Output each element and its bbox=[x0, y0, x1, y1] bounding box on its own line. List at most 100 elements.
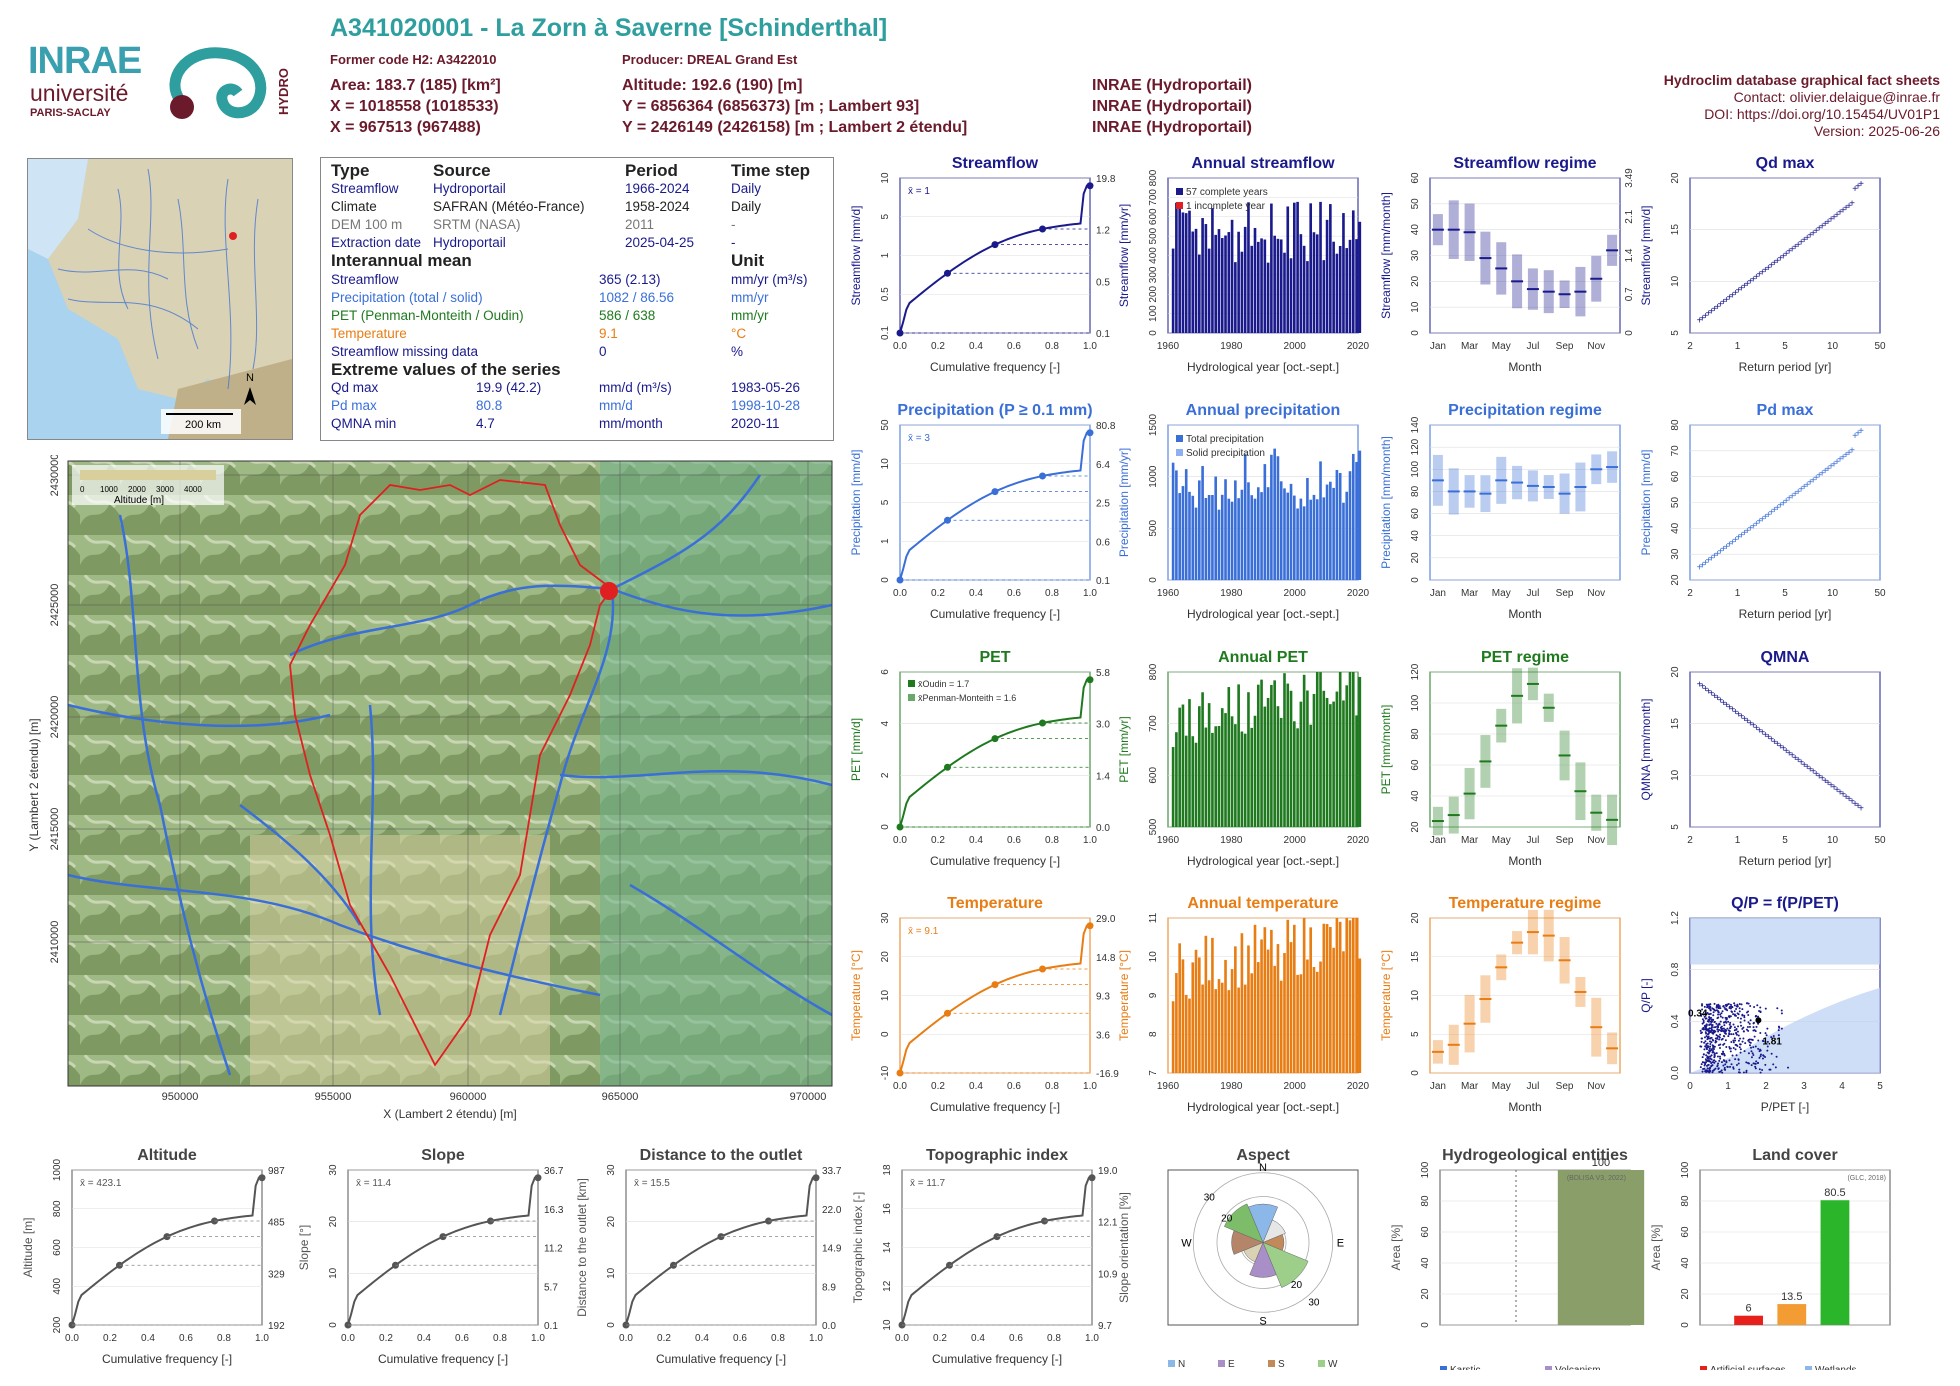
y-tick-label: 0 bbox=[880, 577, 891, 583]
y-tick-label: 60 bbox=[1680, 1226, 1691, 1238]
year-bar bbox=[1240, 489, 1244, 580]
daily-point bbox=[1702, 1053, 1705, 1056]
mean-unit: % bbox=[731, 344, 744, 359]
year-bar bbox=[1286, 206, 1290, 333]
y-tick-label: 80 bbox=[1670, 419, 1681, 431]
y-tick-label: 80 bbox=[1680, 1195, 1691, 1207]
daily-point bbox=[1706, 1042, 1709, 1045]
daily-point bbox=[1721, 1071, 1724, 1074]
ring-label: 20 bbox=[1291, 1280, 1303, 1291]
year-bar bbox=[1358, 221, 1362, 333]
year-bar bbox=[1306, 477, 1309, 580]
daily-point bbox=[1712, 1039, 1715, 1042]
daily-point bbox=[1717, 1013, 1720, 1016]
y-axis-label: Precipitation [mm/month] bbox=[1379, 436, 1393, 569]
plot-area: Streamflow regime Month Streamflow [mm/mon… bbox=[1379, 155, 1635, 374]
quantile-label: 11.2 bbox=[544, 1244, 563, 1255]
sample-point: + bbox=[1810, 475, 1816, 486]
sample-point: + bbox=[1750, 521, 1756, 532]
y-tick-label: 30 bbox=[328, 1164, 339, 1176]
year-bar bbox=[1234, 262, 1237, 333]
y-axis-label: PET [mm/yr] bbox=[1117, 716, 1131, 782]
sample-point: + bbox=[1703, 558, 1709, 569]
daily-point bbox=[1707, 1037, 1710, 1040]
x-tick-label: 0.4 bbox=[417, 1333, 431, 1344]
quantile-label: 0.0 bbox=[1096, 823, 1110, 834]
chart-title: QMNA bbox=[1761, 649, 1810, 666]
y-axis-label: Area [%] bbox=[1649, 1224, 1663, 1270]
y-tick-label: 5 bbox=[1670, 824, 1681, 830]
year-bar bbox=[1289, 258, 1293, 333]
mean-label: x̄ = 15.5 bbox=[634, 1178, 670, 1189]
aspect-sector bbox=[1262, 1219, 1286, 1243]
x-tick-label: 0.0 bbox=[619, 1333, 633, 1344]
year-bar bbox=[1266, 697, 1270, 827]
daily-point bbox=[1732, 1039, 1735, 1042]
year-bar bbox=[1230, 969, 1234, 1073]
daily-point bbox=[1749, 1041, 1752, 1044]
year-bar bbox=[1237, 987, 1240, 1073]
daily-point bbox=[1713, 1021, 1716, 1024]
daily-point bbox=[1740, 1003, 1743, 1006]
year-bar bbox=[1207, 703, 1211, 827]
quantile-label: -16.9 bbox=[1096, 1069, 1119, 1080]
year-bar bbox=[1332, 241, 1335, 333]
year-bar bbox=[1351, 918, 1355, 1073]
year-bar bbox=[1279, 481, 1283, 580]
y-tick-label: 700 bbox=[1148, 715, 1159, 732]
daily-point bbox=[1739, 1021, 1742, 1024]
year-bar bbox=[1214, 234, 1218, 333]
doi[interactable]: DOI: https://doi.org/10.15454/UV01P1 bbox=[1704, 106, 1940, 122]
daily-point bbox=[1708, 1005, 1711, 1008]
cdf-curve bbox=[899, 431, 1090, 581]
x-axis-label: Month bbox=[1508, 360, 1541, 374]
y-tick-label: 10 bbox=[1410, 301, 1421, 313]
sample-point: + bbox=[1855, 428, 1861, 439]
legend-text: x̄Oudin = 1.7 bbox=[918, 679, 969, 689]
sample-point: + bbox=[1810, 228, 1816, 239]
sample-point: + bbox=[1738, 712, 1744, 723]
daily-point bbox=[1736, 1005, 1739, 1008]
year-bar bbox=[1279, 980, 1283, 1073]
daily-point bbox=[1754, 1065, 1757, 1068]
timestep-cell: - bbox=[731, 217, 736, 232]
sample-point: + bbox=[1858, 426, 1864, 437]
sample-point: + bbox=[1774, 503, 1780, 514]
sample-point: + bbox=[1744, 279, 1750, 290]
daily-point bbox=[1712, 1059, 1715, 1062]
sample-point: + bbox=[1762, 730, 1768, 741]
daily-point bbox=[1737, 1058, 1740, 1061]
daily-point bbox=[1709, 1042, 1712, 1045]
year-bar bbox=[1250, 245, 1254, 333]
year-bar bbox=[1342, 502, 1345, 580]
x-tick-label: 0.6 bbox=[733, 1333, 747, 1344]
year-bar bbox=[1329, 926, 1332, 1073]
daily-point bbox=[1770, 1036, 1773, 1039]
cdf-point bbox=[1086, 429, 1094, 437]
daily-point bbox=[1727, 1003, 1730, 1006]
year-bar bbox=[1273, 965, 1276, 1073]
daily-point bbox=[1716, 1055, 1719, 1058]
daily-point bbox=[1780, 1012, 1783, 1015]
year-bar bbox=[1181, 212, 1185, 333]
sample-point: + bbox=[1700, 313, 1706, 324]
y-tick-label: 60 bbox=[1410, 759, 1421, 771]
period-cell: 2011 bbox=[625, 217, 655, 232]
year-bar bbox=[1273, 235, 1276, 333]
year-bar bbox=[1204, 727, 1208, 827]
daily-point bbox=[1747, 1062, 1750, 1065]
sample-point: + bbox=[1747, 718, 1753, 729]
year-bar bbox=[1247, 692, 1250, 827]
daily-point bbox=[1764, 1032, 1767, 1035]
year-bar bbox=[1286, 683, 1290, 827]
quantile-label: 329 bbox=[268, 1269, 285, 1280]
month-label: May bbox=[1492, 1081, 1511, 1092]
year-bar bbox=[1181, 959, 1185, 1073]
y-tick: 2425000 bbox=[49, 584, 61, 627]
contact[interactable]: Contact: olivier.delaigue@inrae.fr bbox=[1733, 89, 1940, 105]
daily-point bbox=[1711, 1051, 1714, 1054]
daily-point bbox=[1736, 1003, 1739, 1006]
year-bar bbox=[1211, 495, 1214, 580]
x-tick: 950000 bbox=[162, 1091, 199, 1103]
sample-point: + bbox=[1795, 755, 1801, 766]
